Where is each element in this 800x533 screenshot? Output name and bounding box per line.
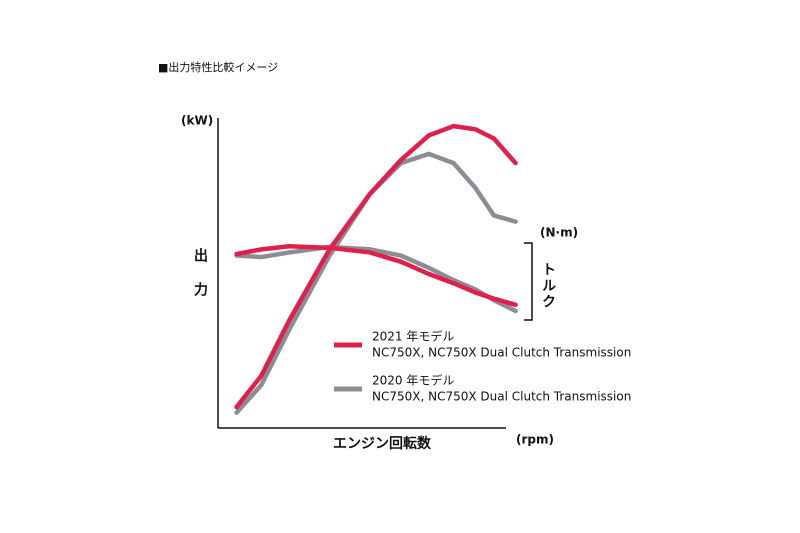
legend-label: 2021 年モデル <box>372 329 454 344</box>
y2-label: トルク <box>540 262 556 310</box>
legend-models: NC750X, NC750X Dual Clutch Transmission <box>372 346 631 360</box>
x-unit: (rpm) <box>516 433 554 447</box>
torque-line <box>234 244 518 308</box>
y2-unit: (N·m) <box>540 226 578 240</box>
chart-title: ■出力特性比較イメージ <box>158 60 278 74</box>
legend-label: 2020 年モデル <box>372 373 454 388</box>
y-label: 出力 <box>192 247 208 316</box>
torque-bracket <box>524 242 533 321</box>
legend-models: NC750X, NC750X Dual Clutch Transmission <box>372 390 631 404</box>
power-line <box>234 123 518 410</box>
y-unit: (kW) <box>181 114 213 128</box>
x-label: エンジン回転数 <box>333 435 432 452</box>
